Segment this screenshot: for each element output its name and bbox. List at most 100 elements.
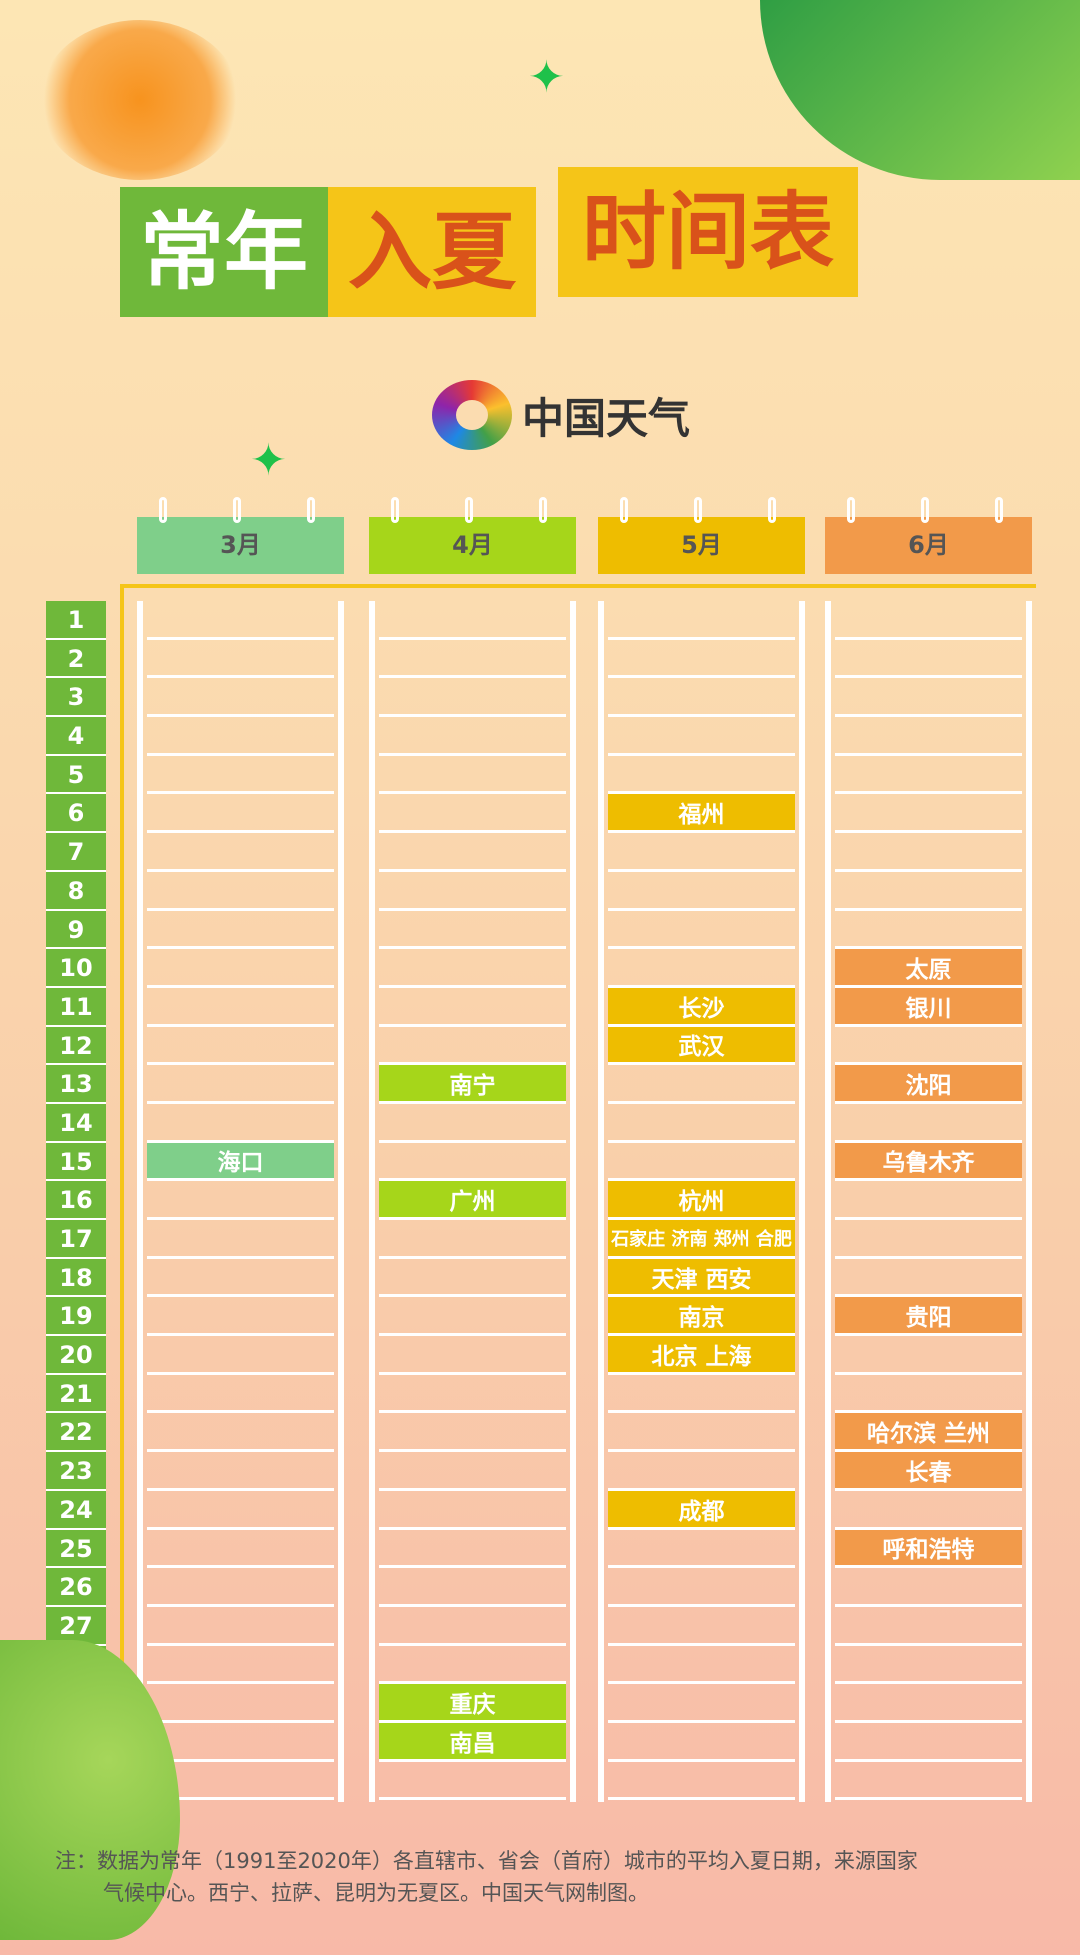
day-label: 18 [46, 1258, 106, 1298]
day-label: 9 [46, 910, 106, 950]
empty-cell [379, 1530, 566, 1569]
empty-cell [147, 1259, 334, 1298]
day-label: 6 [46, 794, 106, 834]
title-part-3: 时间表 [558, 167, 859, 297]
footnote: 注：数据为常年（1991至2020年）各直辖市、省会（首府）城市的平均入夏日期，… [55, 1845, 1045, 1909]
empty-cell [835, 1104, 1022, 1143]
binder-ring-icon [159, 497, 167, 523]
city-entry: 广州 [379, 1181, 566, 1220]
empty-cell [147, 601, 334, 640]
month-header: 5月 [598, 497, 805, 574]
sun-decoration [40, 20, 240, 180]
city-entry: 长沙 [608, 987, 795, 1027]
sparkle-icon: ✦ [250, 435, 287, 486]
empty-cell [835, 1646, 1022, 1685]
empty-cell [379, 1259, 566, 1298]
empty-cell [147, 1336, 334, 1375]
day-label: 14 [46, 1103, 106, 1143]
empty-cell [835, 911, 1022, 950]
city-entry: 南京 [608, 1297, 795, 1337]
empty-cell [379, 640, 566, 679]
empty-cell [379, 1375, 566, 1414]
city-entry: 乌鲁木齐 [835, 1142, 1022, 1182]
footnote-line: 注：数据为常年（1991至2020年）各直辖市、省会（首府）城市的平均入夏日期，… [55, 1849, 918, 1873]
city-entry: 海口 [147, 1142, 334, 1182]
binder-ring-icon [307, 497, 315, 523]
city-entry: 呼和浩特 [835, 1529, 1022, 1569]
binder-ring-icon [694, 497, 702, 523]
empty-cell [835, 1181, 1022, 1220]
city-entry: 石家庄 济南 郑州 合肥 [608, 1220, 795, 1259]
binder-ring-icon [768, 497, 776, 523]
day-label: 26 [46, 1568, 106, 1607]
city-entry: 贵阳 [835, 1297, 1022, 1337]
city-entry: 银川 [835, 987, 1022, 1027]
empty-cell [608, 717, 795, 756]
city-entry: 哈尔滨 兰州 [835, 1413, 1022, 1453]
empty-cell [608, 911, 795, 950]
month-label: 4月 [452, 531, 493, 559]
empty-cell [835, 1762, 1022, 1801]
day-label: 23 [46, 1452, 106, 1491]
empty-cell [379, 1143, 566, 1182]
binder-ring-icon [847, 497, 855, 523]
empty-cell [608, 1143, 795, 1182]
leaf-decoration [760, 0, 1080, 180]
city-entry: 杭州 [608, 1181, 795, 1220]
empty-cell [147, 833, 334, 872]
empty-cell [835, 1375, 1022, 1414]
empty-cell [147, 756, 334, 795]
empty-cell [147, 1530, 334, 1569]
title-part-1: 常年 [120, 187, 329, 317]
logo-swirl-icon [432, 380, 512, 450]
empty-cell [147, 1027, 334, 1066]
empty-cell [147, 1646, 334, 1685]
month-column: 太原 银川 沈阳 乌鲁木齐 贵阳 哈尔滨 兰州 长春 呼和浩特 [825, 601, 1032, 1802]
empty-cell [608, 678, 795, 718]
empty-cell [835, 1568, 1022, 1607]
empty-cell [379, 1568, 566, 1607]
empty-cell [379, 1607, 566, 1646]
empty-cell [379, 1491, 566, 1530]
city-entry: 北京 上海 [608, 1336, 795, 1375]
binder-ring-icon [921, 497, 929, 523]
city-entry: 天津 西安 [608, 1258, 795, 1298]
empty-cell [147, 1220, 334, 1259]
empty-cell [147, 1413, 334, 1453]
empty-cell [379, 717, 566, 756]
empty-cell [835, 1259, 1022, 1298]
empty-cell [608, 1065, 795, 1104]
empty-cell [379, 678, 566, 718]
empty-cell [608, 1375, 795, 1414]
city-entry: 南昌 [379, 1722, 566, 1762]
empty-cell [835, 872, 1022, 911]
empty-cell [608, 1104, 795, 1143]
empty-cell [147, 1762, 334, 1801]
binder-ring-icon [465, 497, 473, 523]
empty-cell [608, 1762, 795, 1801]
empty-cell [835, 1684, 1022, 1723]
empty-cell [379, 1104, 566, 1143]
day-label: 11 [46, 987, 106, 1027]
empty-cell [379, 794, 566, 834]
empty-cell [608, 872, 795, 911]
day-label: 4 [46, 717, 106, 756]
month-column: 福州 长沙 武汉 杭州 石家庄 济南 郑州 合肥 天津 西安 南京 北京 上海 成都 [598, 601, 805, 1802]
empty-cell [147, 949, 334, 988]
empty-cell [379, 988, 566, 1027]
divider [120, 584, 124, 1804]
empty-cell [835, 640, 1022, 679]
empty-cell [147, 988, 334, 1027]
empty-cell [379, 1297, 566, 1337]
empty-cell [608, 1530, 795, 1569]
empty-cell [608, 756, 795, 795]
day-label: 2 [46, 639, 106, 679]
empty-cell [147, 1607, 334, 1646]
empty-cell [608, 1413, 795, 1453]
empty-cell [379, 1646, 566, 1685]
empty-cell [835, 1027, 1022, 1066]
day-label: 7 [46, 833, 106, 872]
month-label: 3月 [220, 531, 261, 559]
empty-cell [608, 1723, 795, 1762]
day-label: 17 [46, 1220, 106, 1259]
